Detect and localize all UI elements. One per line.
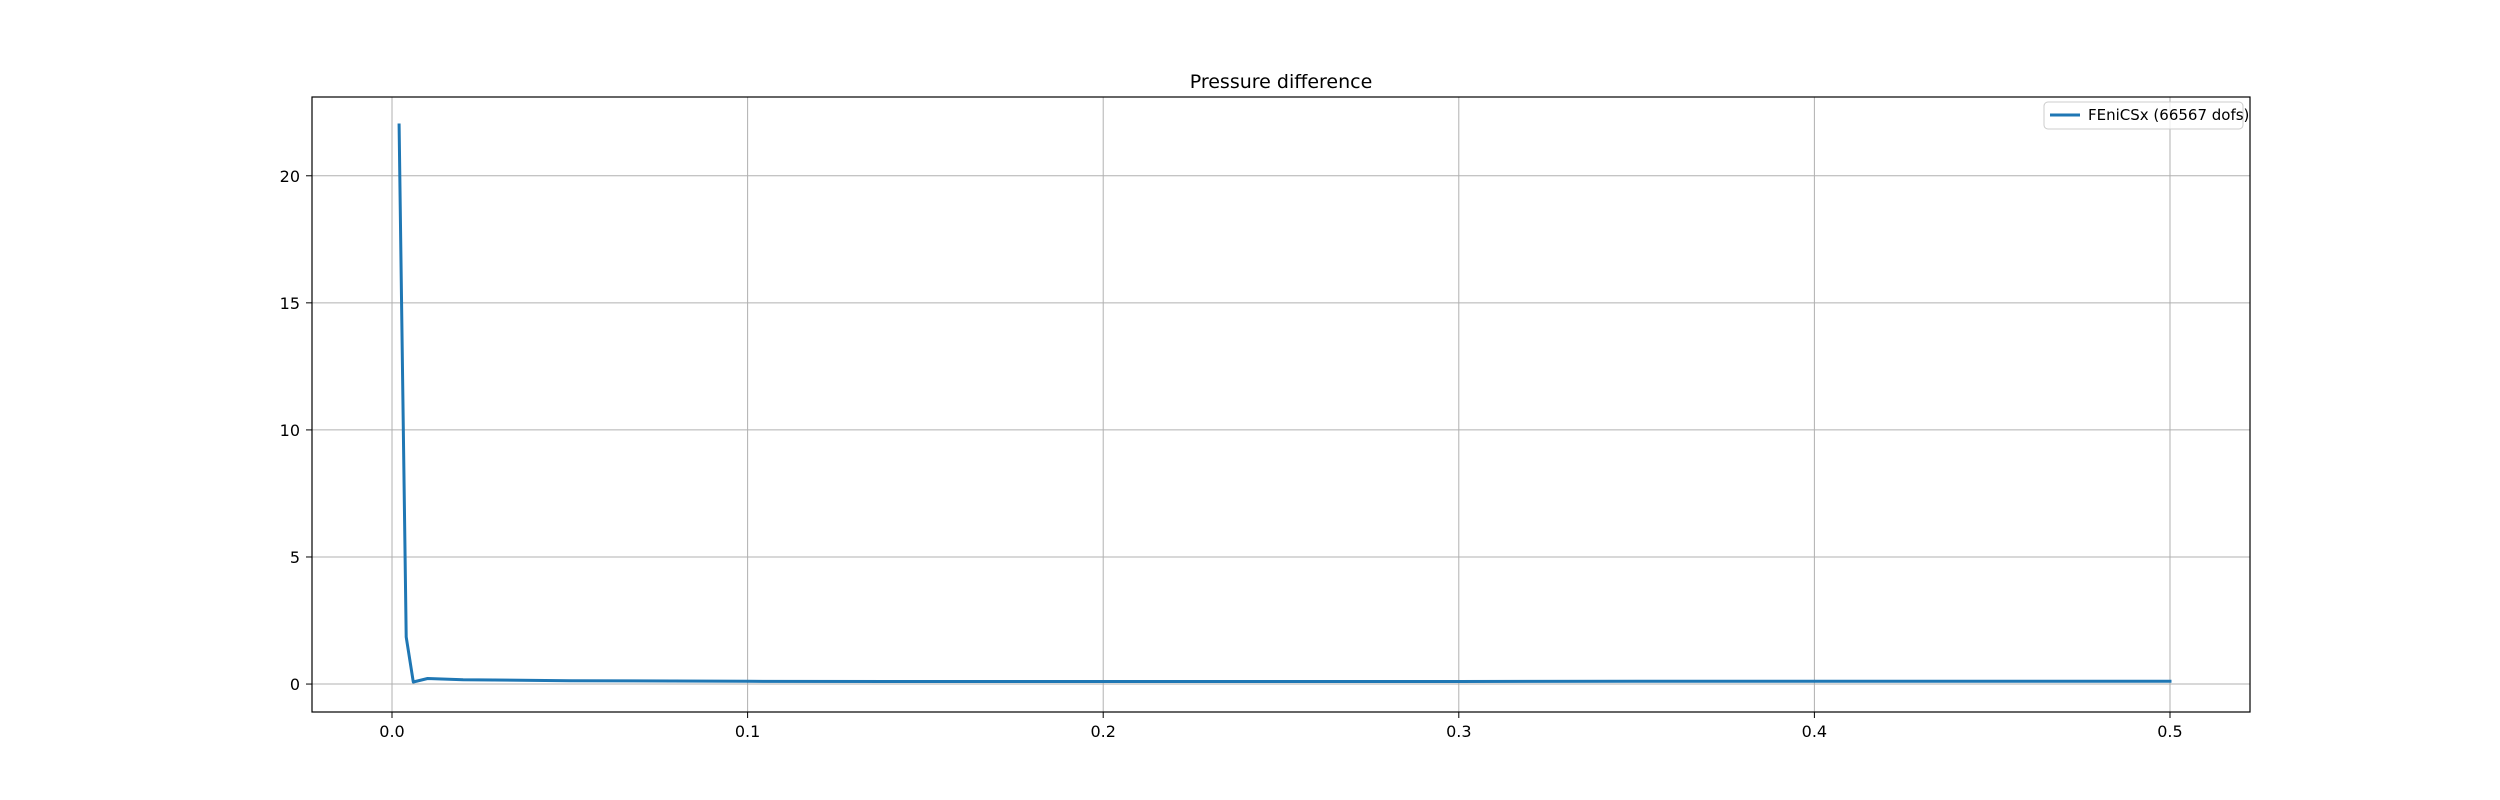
x-tick-label: 0.4 xyxy=(1802,722,1827,741)
x-tick-label: 0.3 xyxy=(1446,722,1471,741)
y-tick-label: 15 xyxy=(280,294,300,313)
grid xyxy=(312,97,2250,712)
legend-box xyxy=(2043,101,2244,130)
y-tick-label: 20 xyxy=(280,167,300,186)
y-axis-ticks: 0 5 10 15 20 xyxy=(280,167,312,694)
legend-label: FEniCSx (66567 dofs) xyxy=(2088,106,2249,124)
x-tick-label: 0.0 xyxy=(379,722,404,741)
x-tick-label: 0.5 xyxy=(2157,722,2182,741)
chart-title: Pressure difference xyxy=(1190,71,1373,93)
y-tick-label: 5 xyxy=(290,548,300,567)
y-tick-label: 10 xyxy=(280,421,300,440)
x-axis-ticks: 0.0 0.1 0.2 0.3 0.4 0.5 xyxy=(379,712,2183,741)
y-tick-label: 0 xyxy=(290,675,300,694)
series-line xyxy=(397,123,2172,684)
x-tick-label: 0.1 xyxy=(735,722,760,741)
plot-frame xyxy=(311,96,2251,713)
series-layer xyxy=(397,123,2172,684)
x-tick-label: 0.2 xyxy=(1090,722,1115,741)
legend: FEniCSx (66567 dofs) xyxy=(2043,101,2249,130)
